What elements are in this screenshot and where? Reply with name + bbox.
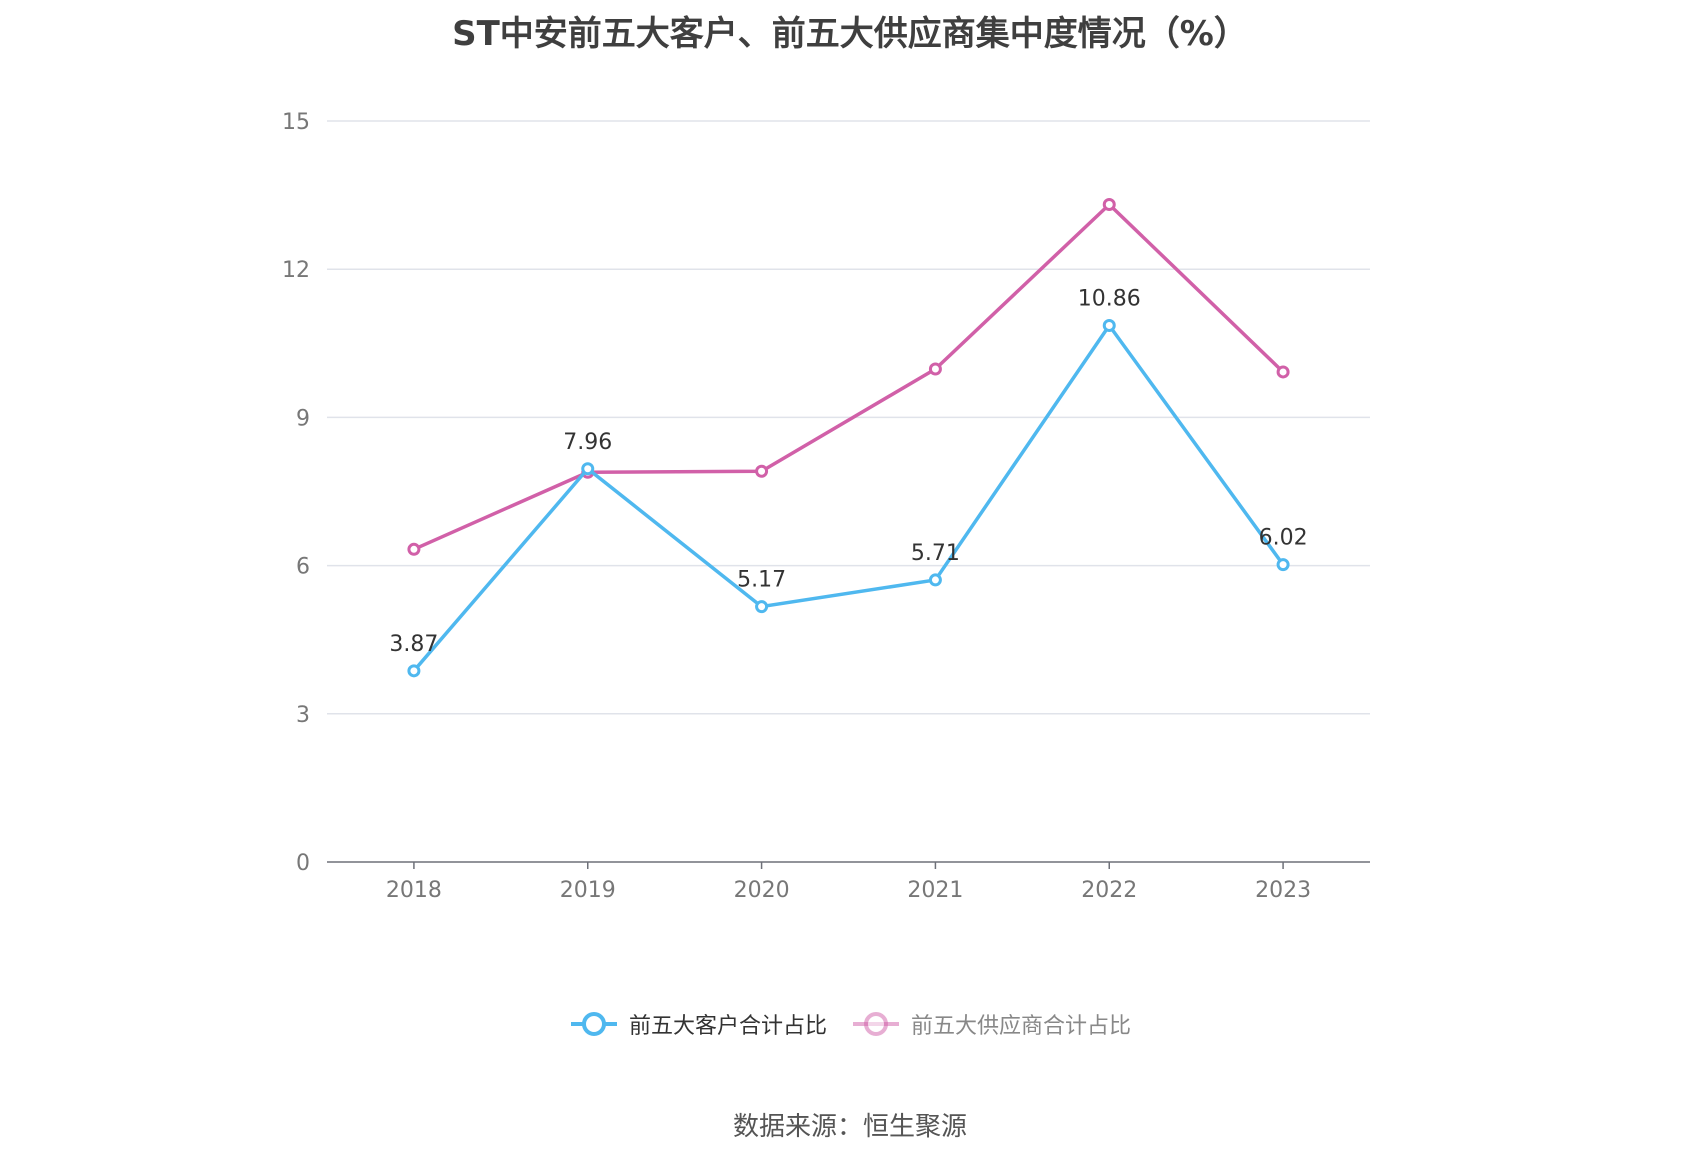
data-point[interactable] [407, 664, 421, 678]
x-tick-label: 2022 [1081, 878, 1137, 903]
y-tick-label: 15 [282, 110, 310, 135]
x-tick-label: 2019 [560, 878, 616, 903]
y-tick-label: 6 [296, 555, 310, 580]
y-tick-label: 3 [296, 703, 310, 728]
data-point[interactable] [1276, 558, 1290, 572]
y-tick-label: 0 [296, 851, 310, 876]
y-tick-label: 12 [282, 258, 310, 283]
data-label: 5.71 [911, 541, 960, 566]
legend-marker-customers-icon [570, 1012, 617, 1036]
data-point[interactable] [755, 600, 769, 614]
legend-label-suppliers: 前五大供应商合计占比 [911, 1014, 1132, 1039]
legend-item-suppliers[interactable]: 前五大供应商合计占比 [851, 1008, 1131, 1040]
data-label: 3.87 [389, 632, 438, 657]
chart-title: ST中安前五大客户、前五大供应商集中度情况（%） [452, 14, 1248, 54]
x-tick-label: 2021 [907, 878, 963, 903]
data-labels: 3.87 7.96 5.17 5.71 10.86 6.02 [389, 287, 1307, 657]
data-point[interactable] [755, 464, 769, 478]
axes: 0 3 6 9 12 15 2018 2019 2020 2021 2022 2023 [282, 110, 1370, 903]
data-point[interactable] [1102, 319, 1116, 333]
legend-label-customers: 前五大客户合计占比 [628, 1014, 827, 1039]
legend-marker-suppliers-icon [853, 1012, 899, 1036]
legend: 前五大客户合计占比 前五大供应商合计占比 [0, 1008, 1700, 1040]
data-point[interactable] [1276, 365, 1290, 379]
data-label: 5.17 [737, 568, 786, 593]
data-point[interactable] [581, 462, 595, 476]
data-source: 数据来源：恒生聚源 [732, 1112, 967, 1142]
series-line-0 [412, 323, 1285, 672]
series-lines [407, 197, 1290, 678]
x-tick-label: 2020 [734, 878, 790, 903]
x-tick-label: 2023 [1255, 878, 1311, 903]
legend-item-customers[interactable]: 前五大客户合计占比 [569, 1008, 827, 1040]
series-line-1 [413, 202, 1285, 551]
y-tick-label: 9 [296, 406, 310, 431]
x-tick-label: 2018 [386, 878, 442, 903]
data-point[interactable] [928, 362, 942, 376]
grid-lines [327, 120, 1370, 715]
data-point[interactable] [1102, 197, 1116, 211]
data-label: 6.02 [1259, 526, 1308, 551]
data-label: 10.86 [1078, 287, 1141, 312]
data-point[interactable] [407, 542, 421, 556]
data-point[interactable] [928, 573, 942, 587]
data-label: 7.96 [563, 430, 612, 455]
